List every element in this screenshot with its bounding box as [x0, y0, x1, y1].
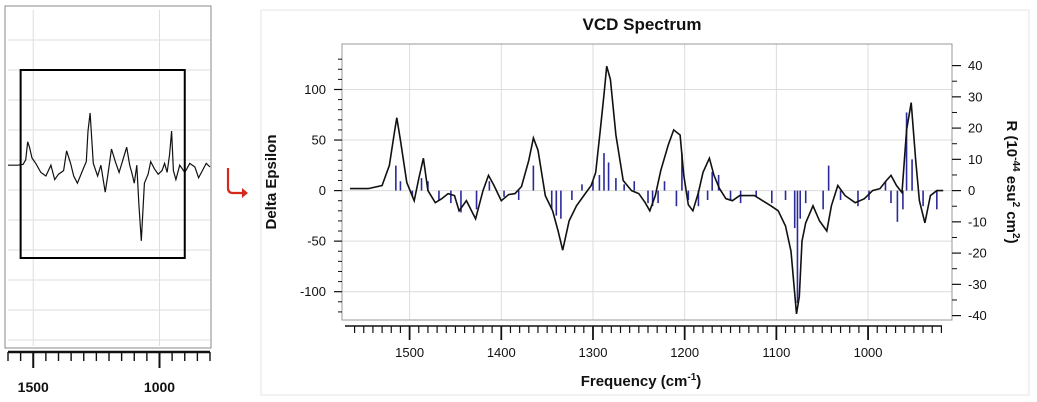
right-y-axis-tick-labels: 40 30 20 10 0 -10 -20 -30 -40 [968, 58, 987, 323]
right-y-axis-tick-label: -10 [968, 214, 987, 229]
x-axis-ticks [353, 326, 943, 340]
y-axis-label: Delta Epsilon [263, 134, 280, 229]
right-y-axis-tick-label: 40 [968, 58, 982, 73]
overview-x-tick-labels: 1500 1000 [18, 379, 176, 395]
overview-x-tick-label: 1500 [18, 379, 49, 395]
x-axis-tick-label: 1500 [395, 345, 424, 360]
chart-outer-frame [260, 9, 1030, 396]
y-axis-tick-label: -100 [300, 284, 326, 299]
right-y-axis-tick-label: 10 [968, 152, 982, 167]
x-axis-tick-label: 1000 [854, 345, 883, 360]
plot-area-frame [341, 43, 953, 321]
vcd-chart: VCD Spectrum 1500 1400 1300 1200 1100 1000 10… [260, 9, 1030, 396]
delta-epsilon-line [350, 65, 944, 315]
y-axis-ticks [334, 58, 342, 313]
x-axis-tick-label: 1300 [579, 345, 608, 360]
y-axis-tick-label: -50 [307, 234, 326, 249]
right-y-axis-tick-label: -40 [968, 308, 987, 323]
x-axis-tick-label: 1400 [487, 345, 516, 360]
rotational-strength-sticks [395, 112, 938, 304]
overview-x-tick-label: 1000 [144, 379, 175, 395]
y-axis-tick-label: 50 [312, 133, 326, 148]
right-y-axis-tick-label: -20 [968, 246, 987, 261]
x-axis-tick-labels: 1500 1400 1300 1200 1100 1000 [395, 345, 882, 360]
right-y-axis-label: R (10-44 esu2 cm2) [1003, 120, 1021, 243]
y-axis-tick-labels: 100 50 0 -50 -100 [300, 82, 326, 299]
y-axis-tick-label: 100 [304, 82, 326, 97]
overview-spectrum-line [8, 112, 211, 241]
right-y-axis-tick-label: 30 [968, 89, 982, 104]
right-y-axis-ticks [952, 64, 961, 317]
chart-title: VCD Spectrum [582, 15, 701, 34]
y-axis-tick-label: 0 [319, 183, 326, 198]
right-y-axis-tick-label: 0 [968, 183, 975, 198]
chart-grid [342, 44, 952, 320]
overview-x-ticks [7, 352, 211, 368]
x-axis-label: Frequency (cm-1) [581, 372, 702, 390]
x-axis-tick-label: 1200 [670, 345, 699, 360]
overview-panel: 1500 1000 [4, 5, 212, 395]
right-y-axis-tick-label: 20 [968, 121, 982, 136]
x-axis-tick-label: 1100 [762, 345, 790, 360]
zoom-arrow-icon [226, 168, 248, 198]
zoom-region-box[interactable] [19, 69, 186, 259]
right-y-axis-tick-label: -30 [968, 277, 987, 292]
